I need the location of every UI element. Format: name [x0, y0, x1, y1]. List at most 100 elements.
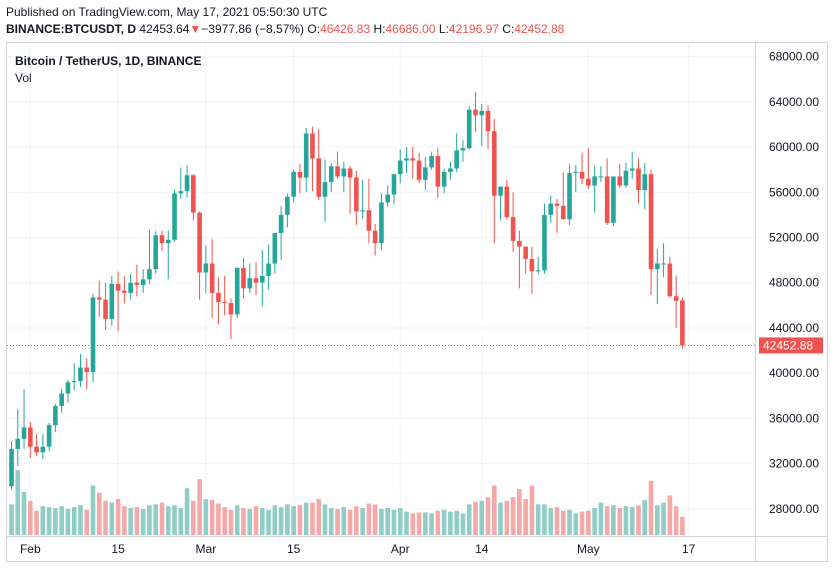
candle-body — [78, 367, 83, 382]
candle-body — [115, 283, 121, 291]
candle-body — [197, 212, 202, 273]
candle-body — [40, 446, 46, 453]
candle-body — [291, 171, 296, 197]
volume-bar — [623, 506, 629, 535]
candle-body — [667, 263, 673, 297]
volume-bar — [328, 508, 334, 535]
volume-bar — [316, 499, 322, 535]
volume-bar — [460, 513, 466, 535]
volume-bar — [234, 505, 240, 535]
volume-bar — [96, 492, 102, 535]
volume-bar — [34, 510, 39, 535]
close-value: 42452.88 — [514, 22, 565, 36]
candle-body — [435, 156, 441, 187]
volume-bar — [517, 489, 522, 535]
volume-bar — [65, 508, 71, 535]
price-tick-label: 32000.00 — [769, 457, 819, 471]
volume-bar — [184, 488, 190, 535]
volume-bar — [592, 508, 597, 535]
volume-bar — [548, 508, 554, 535]
volume-bar — [391, 509, 397, 535]
volume-bar — [360, 508, 365, 535]
last-price-tag: 42452.88 — [759, 337, 823, 354]
candle-body — [636, 168, 641, 190]
candle-body — [423, 167, 428, 180]
time-tick-label: Mar — [196, 542, 217, 556]
candle-body — [517, 240, 522, 247]
volume-bar — [191, 500, 196, 535]
volume-bar — [228, 509, 234, 535]
candle-body — [128, 282, 133, 293]
candle-body — [285, 196, 290, 215]
volume-bar — [397, 508, 403, 535]
volume-bar — [611, 505, 616, 535]
volume-bar — [661, 502, 666, 535]
candle-body — [109, 283, 115, 319]
volume-bar — [416, 512, 422, 535]
candle-body — [529, 258, 535, 272]
candle-body — [479, 110, 485, 116]
price-axis[interactable]: 68000.00 64000.00 60000.00 56000.00 52000.00… — [769, 50, 819, 516]
candle-body — [598, 176, 604, 178]
candle-body — [322, 182, 328, 197]
candle-body — [297, 171, 303, 178]
candle-body — [554, 203, 560, 206]
high-value: 46686.00 — [385, 22, 436, 36]
volume-bar — [266, 509, 271, 535]
volume-bar — [423, 512, 428, 535]
volume-bar — [253, 506, 259, 535]
candle-body — [34, 446, 39, 453]
volume-bar — [147, 505, 152, 535]
volume-bar — [667, 495, 673, 535]
volume-bar — [372, 504, 378, 535]
candle-body — [172, 193, 177, 240]
price-tick-label: 28000.00 — [769, 502, 819, 516]
volume-bar — [115, 499, 121, 535]
volume-bar — [473, 501, 478, 535]
candle-body — [134, 282, 140, 285]
candle-body — [473, 109, 478, 116]
chart-title: Bitcoin / TetherUS, 1D, BINANCE — [15, 54, 201, 68]
volume-bar — [448, 511, 453, 535]
time-axis[interactable]: Feb 15 Mar 15 Apr 14 May 17 — [20, 542, 696, 556]
volume-bar — [134, 507, 140, 535]
candle-body — [310, 133, 315, 159]
candle-body — [21, 427, 27, 439]
symbol-label: BINANCE:BTCUSDT, D — [6, 22, 136, 36]
candle-body — [542, 214, 547, 271]
candle-body — [328, 166, 334, 183]
volume-bar — [203, 499, 209, 535]
volume-bar — [673, 506, 679, 535]
volume-bar — [347, 509, 353, 535]
volume-bar — [197, 479, 202, 535]
volume-bar — [46, 507, 52, 535]
candle-body — [184, 175, 190, 192]
candle-body — [535, 270, 541, 272]
candle-body — [586, 178, 591, 186]
candle-body — [385, 194, 390, 203]
candle-body — [140, 279, 146, 285]
volume-bar — [429, 513, 434, 535]
volume-bar — [322, 504, 328, 535]
volume-bar — [573, 513, 579, 535]
volume-bar — [529, 485, 535, 535]
time-tick-label: 15 — [111, 542, 125, 556]
candle-body — [623, 170, 629, 186]
candle-body — [9, 448, 14, 487]
candle-body — [611, 176, 616, 223]
volume-bar — [617, 508, 622, 535]
volume-bar — [629, 507, 635, 535]
candle-body — [46, 425, 52, 447]
volume-bar — [285, 504, 290, 535]
candle-body — [661, 263, 666, 265]
volume-bar — [485, 497, 491, 535]
candle-body — [260, 275, 265, 283]
candle-body — [391, 174, 397, 195]
open-label: O: — [307, 22, 321, 36]
time-tick-label: May — [577, 542, 600, 556]
candle-body — [347, 168, 353, 178]
candles — [9, 91, 685, 490]
candle-body — [266, 263, 271, 276]
candle-body — [234, 268, 240, 315]
